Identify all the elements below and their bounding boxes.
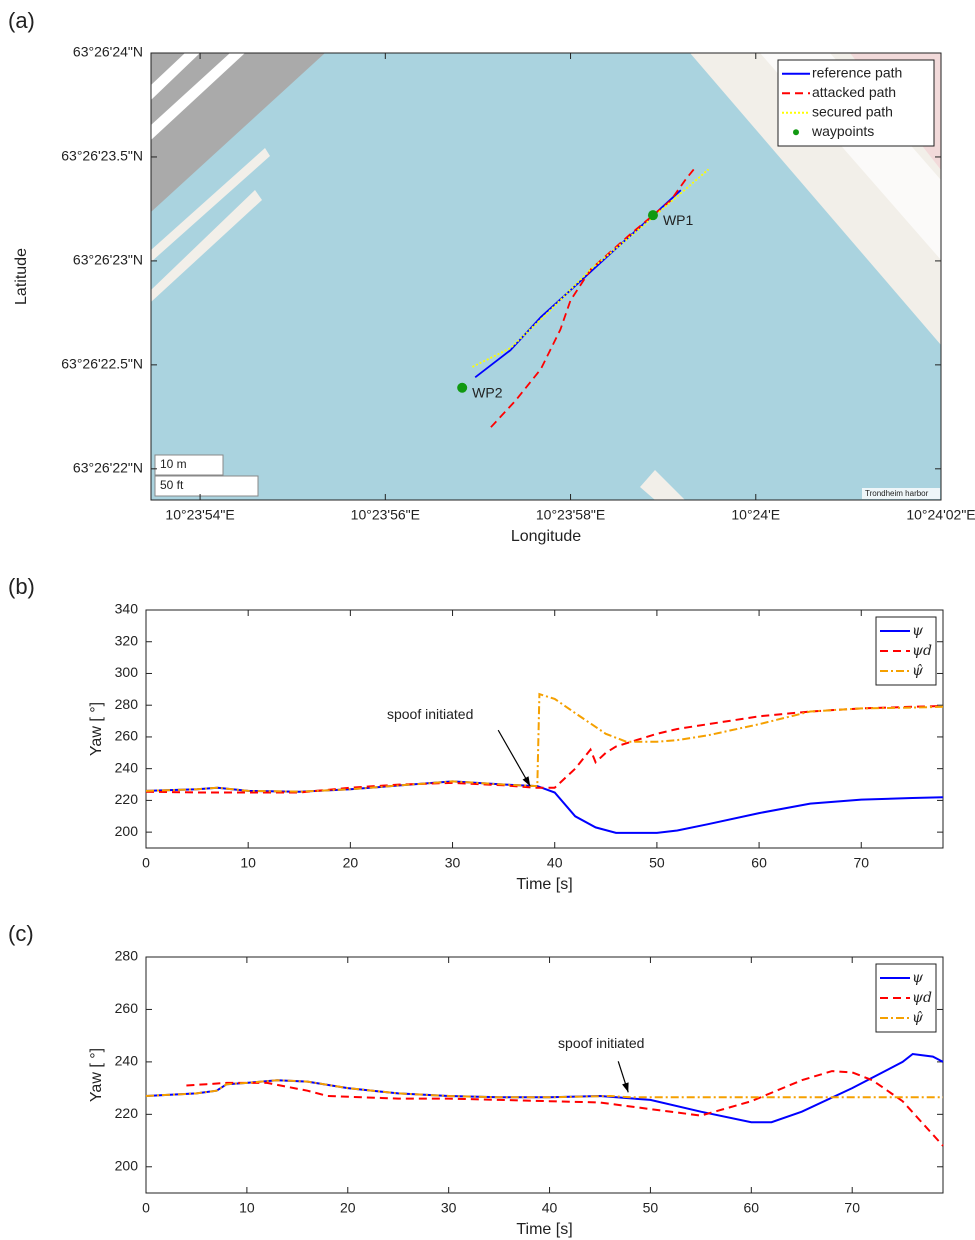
x-tick-label: 60	[744, 1200, 760, 1216]
x-tick-label: 70	[853, 855, 869, 871]
y-tick-label: 200	[115, 823, 139, 839]
y-tick-label: 280	[115, 948, 139, 964]
x-tick-label: 0	[142, 855, 150, 871]
waypoint	[457, 383, 467, 393]
y-tick-label: 240	[115, 759, 139, 775]
y-tick-label: 63°26'22.5"N	[61, 356, 143, 372]
x-tick-label: 10	[240, 855, 256, 871]
y-tick-label: 200	[115, 1157, 139, 1173]
y-tick-label: 220	[115, 1105, 139, 1121]
y-tick-label: 63°26'22"N	[73, 460, 143, 476]
y-tick-label: 240	[115, 1053, 139, 1069]
figure: (a) 10°23'54"E 10°23'56"E 10°23'58"E 10°24'E…	[0, 0, 975, 1240]
panel-label: (c)	[8, 921, 34, 946]
x-tick-label: 10°23'56"E	[351, 507, 420, 523]
x-axis-label: Longitude	[511, 528, 581, 545]
legend-label: secured path	[812, 103, 893, 119]
waypoint	[648, 210, 658, 220]
series-line	[146, 1054, 943, 1122]
x-tick-label: 30	[445, 855, 461, 871]
annotation-arrowhead	[622, 1082, 629, 1092]
scale-label: 50 ft	[160, 478, 184, 492]
x-tick-label: 50	[649, 855, 665, 871]
attribution: Trondheim harbor	[865, 489, 929, 498]
legend-label: waypoints	[811, 123, 874, 139]
annotation-arrow	[498, 730, 530, 786]
plot-frame	[146, 610, 943, 848]
x-axis-label: Time [s]	[516, 876, 572, 893]
x-tick-label: 10	[239, 1200, 255, 1216]
x-tick-label: 10°23'58"E	[536, 507, 605, 523]
waypoint-label: WP2	[472, 384, 503, 400]
y-tick-label: 340	[115, 601, 139, 617]
legend-swatch	[793, 129, 799, 135]
x-tick-label: 10°24'02"E	[906, 507, 975, 523]
legend-label: ψ̂	[912, 663, 924, 679]
plot-frame	[146, 957, 943, 1193]
x-tick-label: 10°24'E	[731, 507, 780, 523]
y-tick-label: 320	[115, 632, 139, 648]
legend-label: attacked path	[812, 84, 896, 100]
x-axis-label: Time [s]	[516, 1221, 572, 1238]
y-tick-label: 260	[115, 1000, 139, 1016]
legend-label: reference path	[812, 64, 902, 80]
x-tick-label: 50	[643, 1200, 659, 1216]
series-line	[146, 781, 943, 833]
legend-label: ψd	[912, 643, 932, 659]
y-tick-label: 260	[115, 728, 139, 744]
x-tick-label: 20	[340, 1200, 356, 1216]
y-tick-label: 280	[115, 696, 139, 712]
legend-label: ψd	[912, 990, 932, 1006]
y-tick-label: 63°26'23.5"N	[61, 148, 143, 164]
x-tick-label: 30	[441, 1200, 457, 1216]
series-line	[146, 706, 943, 793]
x-tick-label: 70	[844, 1200, 860, 1216]
annotation: spoof initiated	[387, 706, 473, 722]
x-tick-label: 60	[751, 855, 767, 871]
panel-label: (a)	[8, 8, 35, 33]
series-line	[186, 1071, 943, 1146]
x-tick-label: 20	[343, 855, 359, 871]
x-tick-label: 0	[142, 1200, 150, 1216]
y-tick-label: 220	[115, 791, 139, 807]
legend-label: ψ	[912, 970, 924, 986]
y-tick-label: 300	[115, 664, 139, 680]
legend-label: ψ	[912, 623, 924, 639]
x-tick-label: 40	[547, 855, 563, 871]
y-tick-label: 63°26'23"N	[73, 252, 143, 268]
panel-label: (b)	[8, 574, 35, 599]
x-tick-label: 40	[542, 1200, 558, 1216]
y-axis-label: Yaw [ °]	[88, 1048, 105, 1102]
y-axis-label: Latitude	[13, 248, 30, 305]
legend-label: ψ̂	[912, 1010, 924, 1026]
annotation: spoof initiated	[558, 1035, 644, 1051]
y-tick-label: 63°26'24"N	[73, 44, 143, 60]
scale-label: 10 m	[160, 457, 187, 471]
y-axis-label: Yaw [ °]	[88, 702, 105, 756]
waypoint-label: WP1	[663, 212, 694, 228]
x-tick-label: 10°23'54"E	[165, 507, 234, 523]
series-line	[146, 694, 943, 792]
